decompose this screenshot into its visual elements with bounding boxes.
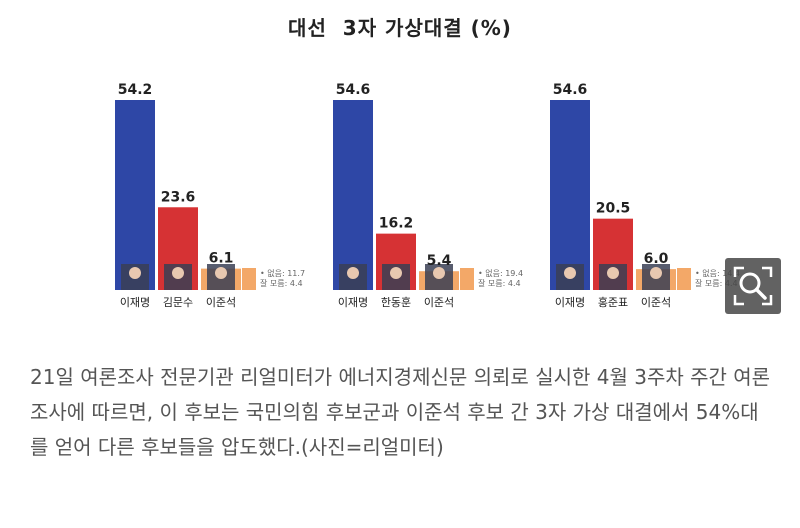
- candidate-face: [650, 267, 662, 279]
- candidate-face: [433, 267, 445, 279]
- candidate-face: [347, 267, 359, 279]
- remainder-note: 잘 모름: 4.4: [260, 279, 303, 288]
- candidate-face: [129, 267, 141, 279]
- candidate-label: 김문수: [163, 296, 193, 309]
- candidate-face: [390, 267, 402, 279]
- chart-panel-1: 54.2 이재명 23.6 김문수 6.1 이준석 • 없음: 11.7잘 모름: 4.4: [115, 82, 305, 309]
- bar: [333, 100, 373, 290]
- chart-panel-2: 54.6 이재명 16.2 한동훈 5.4 이준석 • 없음: 19.4잘 모름: 4.4: [333, 82, 523, 309]
- candidate-face: [172, 267, 184, 279]
- remainder-bar: [242, 268, 256, 290]
- candidate-label: 이재명: [555, 296, 585, 309]
- remainder-bar: [460, 268, 474, 290]
- candidate-face: [607, 267, 619, 279]
- chart-panel-3: 54.6 이재명 20.5 홍준표 6.0 이준석 • 없음: 14.4잘 모름: 4.4: [550, 82, 740, 309]
- candidate-label: 이준석: [424, 296, 454, 309]
- chart-title: 대선 3자 가상대결 (%): [288, 16, 512, 40]
- data-label: 54.6: [336, 82, 371, 98]
- zoom-magnifier-icon: [733, 266, 773, 306]
- remainder-note: 잘 모름: 4.4: [478, 279, 521, 288]
- candidate-label: 이준석: [641, 296, 671, 309]
- bar: [550, 100, 590, 290]
- zoom-button[interactable]: [725, 258, 781, 314]
- candidate-label: 홍준표: [598, 295, 628, 309]
- data-label: 23.6: [161, 189, 196, 205]
- remainder-note: • 없음: 19.4: [478, 269, 523, 278]
- remainder-note: 잘 모름: 4.4: [695, 279, 738, 288]
- data-label: 54.2: [118, 82, 153, 98]
- data-label: 6.1: [209, 251, 234, 267]
- data-label: 5.4: [427, 253, 452, 269]
- data-label: 16.2: [379, 216, 414, 232]
- data-label: 6.0: [644, 251, 669, 267]
- bar: [115, 100, 155, 290]
- data-label: 54.6: [553, 82, 588, 98]
- photo-caption: 21일 여론조사 전문기관 리얼미터가 에너지경제신문 의뢰로 실시한 4월 3…: [30, 365, 771, 459]
- remainder-note: • 없음: 11.7: [260, 269, 305, 278]
- candidate-label: 이준석: [206, 296, 236, 309]
- candidate-label: 한동훈: [381, 296, 411, 309]
- remainder-bar: [677, 268, 691, 290]
- candidate-face: [215, 267, 227, 279]
- candidate-label: 이재명: [120, 296, 150, 309]
- chart-image: 대선 3자 가상대결 (%) 54.2 이재명 23.6 김문수 6.1 이준석 • 없음:…: [115, 16, 781, 314]
- candidate-label: 이재명: [338, 296, 368, 309]
- candidate-face: [564, 267, 576, 279]
- remainder-note: • 없음: 14.4: [695, 269, 740, 278]
- data-label: 20.5: [596, 201, 631, 217]
